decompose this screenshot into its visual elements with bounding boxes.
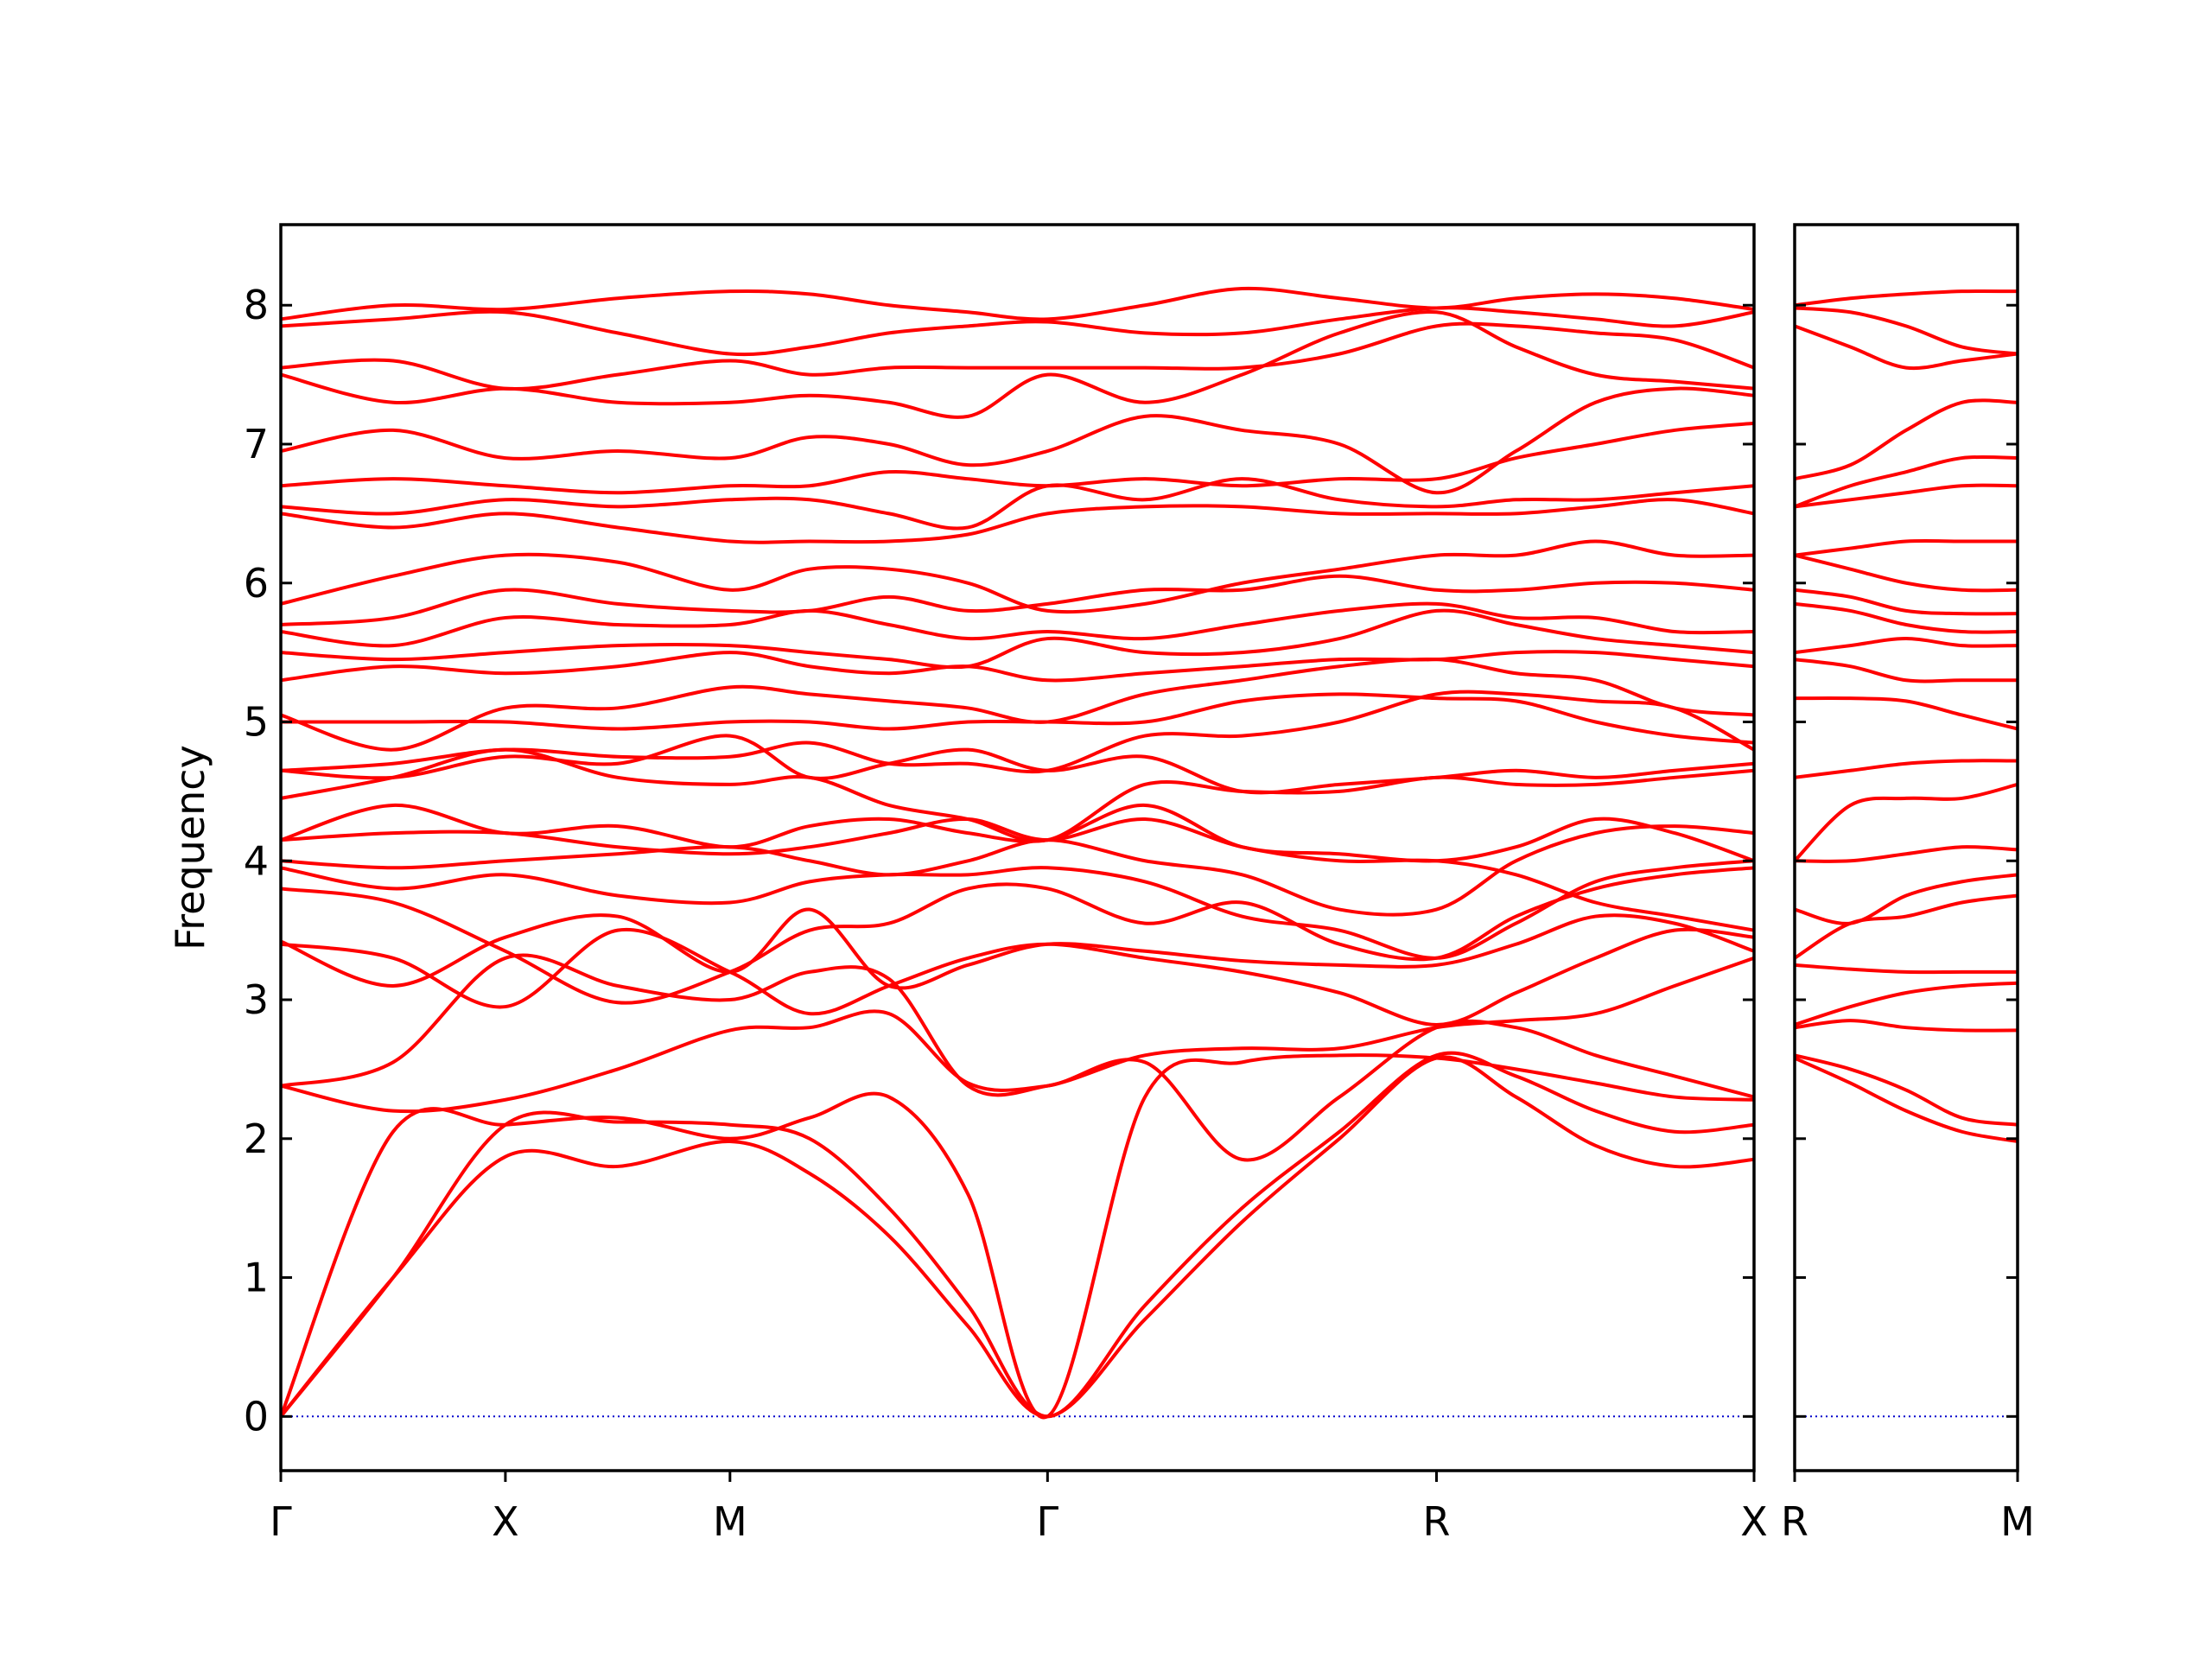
axes-frame (279, 223, 1756, 1472)
band-line (281, 690, 1754, 774)
band-line (281, 1055, 1754, 1419)
band-line (281, 650, 1754, 683)
band-line (281, 421, 1754, 495)
band-line (281, 574, 1754, 626)
x-tick-label: Γ (1037, 1498, 1059, 1545)
band-line (281, 866, 1754, 1005)
band-line (1795, 637, 2018, 655)
band-line (281, 859, 1754, 960)
band-line (281, 817, 1754, 932)
x-tick-label: R (1781, 1498, 1808, 1545)
plot-area (281, 286, 1754, 1420)
band-line (281, 1051, 1754, 1419)
y-tick-label: 2 (244, 1116, 269, 1162)
x-tick-label: M (2000, 1498, 2035, 1545)
y-tick-label: 7 (244, 421, 269, 467)
band-line (1795, 324, 2018, 371)
band-line (281, 608, 1754, 670)
y-tick-label: 1 (244, 1255, 269, 1301)
band-line (281, 1009, 1754, 1162)
x-tick-label: X (1740, 1498, 1768, 1545)
band-line (281, 306, 1754, 357)
y-tick-label: 5 (244, 699, 269, 746)
band-line (1795, 601, 2018, 634)
x-tick-label: Γ (270, 1498, 292, 1545)
x-tick-label: M (713, 1498, 747, 1545)
y-axis-label: Frequency (167, 745, 213, 950)
panel: 0 1 2 3 4 5 6 7 8 Γ X M Γ R X Frequency (167, 223, 1768, 1545)
band-line (1795, 454, 2018, 509)
band-line (281, 498, 1754, 544)
band-line (281, 601, 1754, 648)
band-line (281, 321, 1754, 391)
band-line (281, 477, 1754, 531)
band-line (281, 734, 1754, 795)
band-line (1795, 696, 2018, 731)
band-line (1795, 398, 2018, 481)
band-line (1795, 306, 2018, 356)
band-line (1795, 658, 2018, 683)
band-line (281, 286, 1754, 321)
plot-area (1795, 289, 2018, 1143)
band-line (281, 953, 1754, 1097)
band-line (281, 657, 1754, 752)
band-line (281, 539, 1754, 614)
band-line (1795, 553, 2018, 593)
band-line (1795, 759, 2018, 779)
band-line (1795, 1053, 2018, 1127)
y-tick-label: 4 (244, 837, 269, 884)
band-line (1795, 1056, 2018, 1143)
x-tick-label: X (492, 1498, 519, 1545)
band-line (1795, 588, 2018, 616)
band-line (1795, 782, 2018, 863)
band-line (1795, 963, 2018, 975)
band-line (1795, 845, 2018, 863)
band-line (1795, 981, 2018, 1027)
band-line (281, 1053, 1754, 1420)
band-line (1795, 1019, 2018, 1033)
band-line (1795, 483, 2018, 509)
y-tick-label: 6 (244, 560, 269, 607)
axes-frame (1793, 223, 2019, 1472)
band-line (1795, 873, 2018, 925)
band-line (281, 309, 1754, 419)
y-tick-label: 3 (244, 976, 269, 1023)
y-tick-label: 0 (244, 1393, 269, 1440)
band-line (281, 927, 1754, 1027)
band-line (1795, 538, 2018, 557)
band-line (281, 907, 1754, 990)
band-line (1795, 289, 2018, 308)
x-tick-label: R (1423, 1498, 1451, 1545)
band-line (1795, 893, 2018, 960)
band-line (281, 386, 1754, 495)
y-tick-label: 8 (244, 282, 269, 328)
